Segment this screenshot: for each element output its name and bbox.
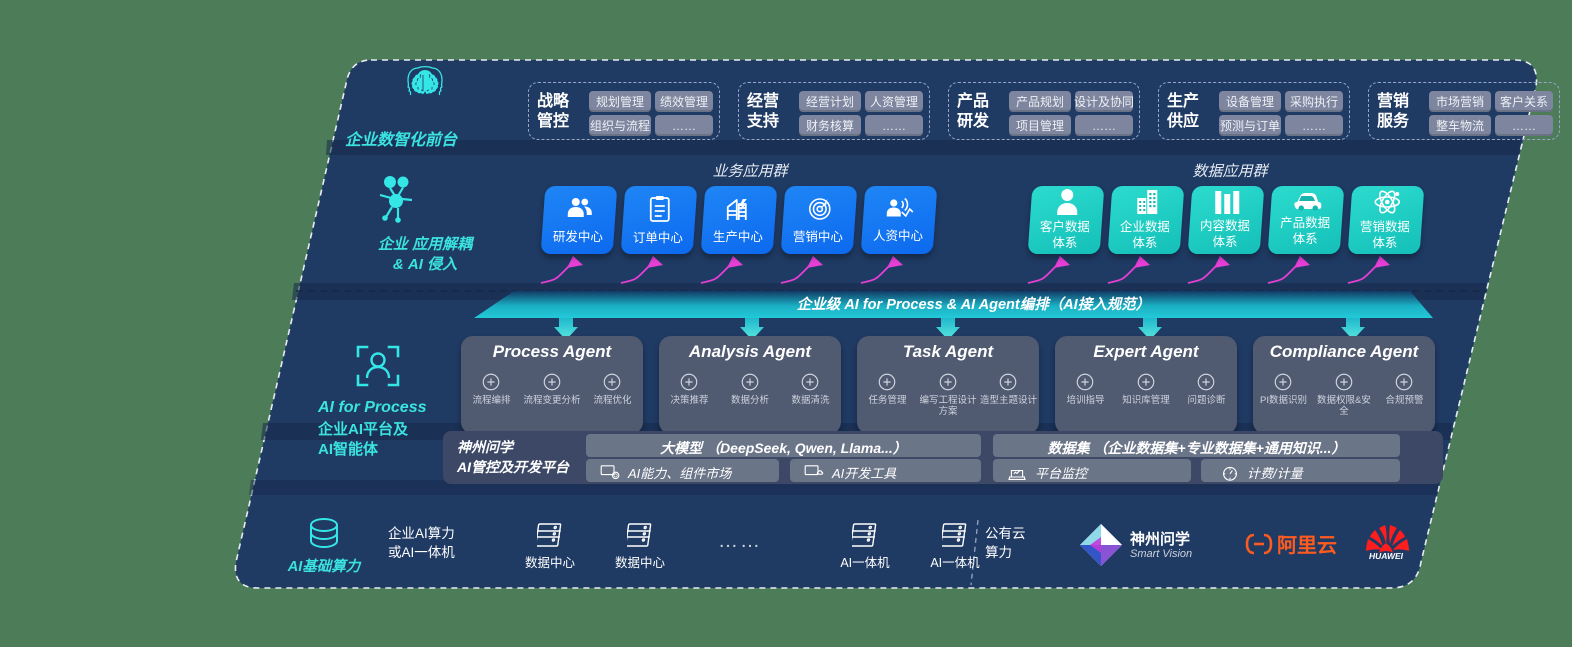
svg-text:HUAWEI: HUAWEI <box>1369 551 1404 561</box>
